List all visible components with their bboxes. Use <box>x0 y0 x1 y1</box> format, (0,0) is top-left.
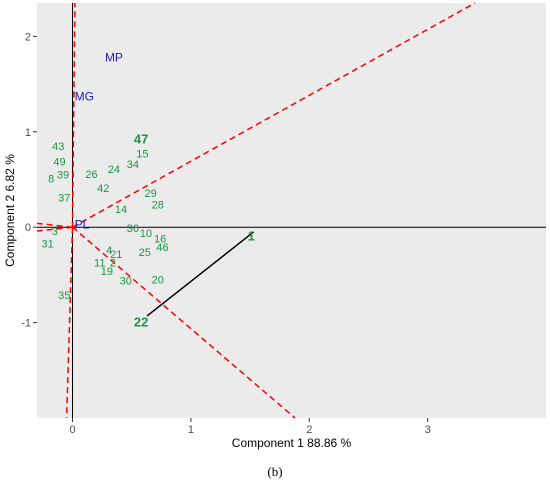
sector-ray-2 <box>72 226 296 419</box>
y-axis-title: Component 2 6.82 % <box>3 154 17 267</box>
sector-ray-5 <box>71 2 76 228</box>
variable-label-mp: MP <box>105 50 123 64</box>
variable-labels: MP MG PL <box>75 50 123 231</box>
genotype-label-30: 30 <box>120 276 132 288</box>
x-tick-label: 1 <box>188 424 194 436</box>
genotype-label-10: 10 <box>140 228 152 240</box>
genotype-label-49: 49 <box>53 156 65 168</box>
genotype-label-21: 21 <box>110 249 122 261</box>
tick-labels: 0 1 2 3 -1 0 1 2 <box>21 31 430 436</box>
x-axis-title: Component 1 88.86 % <box>232 436 352 450</box>
genotype-label-25: 25 <box>139 247 151 259</box>
genotype-label-26: 26 <box>85 169 97 181</box>
sector-ray-4 <box>36 226 73 232</box>
y-tick-label: -1 <box>21 318 31 330</box>
genotype-label-24: 24 <box>108 164 120 176</box>
genotype-label-31: 31 <box>42 238 54 250</box>
x-tick-label: 2 <box>306 424 312 436</box>
genotype-vector <box>146 231 255 317</box>
genotype-label-37: 37 <box>58 193 70 205</box>
genotype-label-36: 36 <box>127 223 139 235</box>
genotype-label-19: 19 <box>101 266 113 278</box>
y-tick-label: 0 <box>25 222 31 234</box>
genotype-label-16: 16 <box>154 234 166 246</box>
genotype-label-29: 29 <box>145 188 157 200</box>
axes <box>37 3 546 418</box>
genotype-label-15: 15 <box>136 149 148 161</box>
x-tick-label: 3 <box>425 424 431 436</box>
genotype-label-47: 47 <box>134 131 148 146</box>
plot-panel <box>37 3 546 418</box>
y-tick-label: 1 <box>25 127 31 139</box>
genotype-label-35: 35 <box>58 290 70 302</box>
genotype-label-42: 42 <box>97 183 109 195</box>
genotype-label-14: 14 <box>115 204 127 216</box>
sector-ray-1 <box>72 2 476 228</box>
genotype-label-46: 46 <box>156 242 168 254</box>
genotype-label-34: 34 <box>127 159 139 171</box>
sector-ray-6 <box>65 227 74 419</box>
genotype-label-43: 43 <box>52 141 64 153</box>
genotype-label-22: 22 <box>134 315 148 330</box>
x-tick-label: 0 <box>69 424 75 436</box>
genotype-label-4: 4 <box>106 245 112 257</box>
variable-label-pl: PL <box>75 217 90 231</box>
y-tick-label: 2 <box>25 31 31 43</box>
genotype-label-3: 3 <box>52 226 58 238</box>
genotype-label-2: 2 <box>110 257 116 269</box>
variable-label-mg: MG <box>75 89 94 103</box>
genotype-label-20: 20 <box>152 275 164 287</box>
sector-rays <box>36 2 476 419</box>
genotype-label-28: 28 <box>152 199 164 211</box>
vector-line <box>146 231 255 317</box>
genotype-label-11: 11 <box>94 257 105 269</box>
sector-ray-3 <box>36 222 73 228</box>
genotype-label-8: 8 <box>48 174 54 186</box>
figure-caption: (b) <box>267 464 283 479</box>
genotype-label-39: 39 <box>57 170 69 182</box>
genotype-label-1: 1 <box>248 229 255 244</box>
